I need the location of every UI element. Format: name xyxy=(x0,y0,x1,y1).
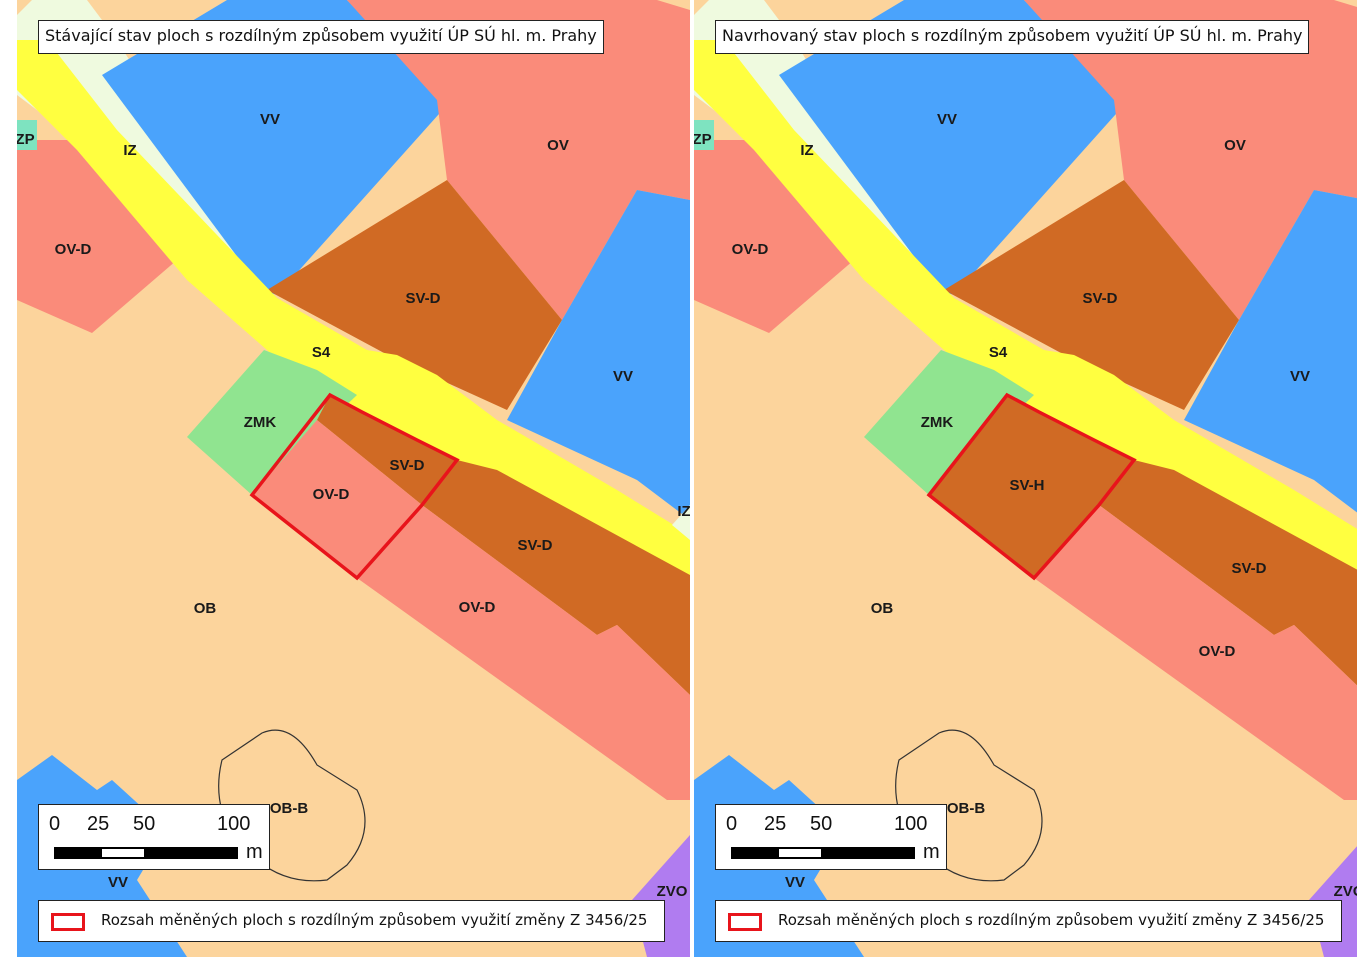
label-sv-d: SV-D xyxy=(1231,560,1266,577)
legend: Rozsah měněných ploch s rozdílným způsob… xyxy=(38,900,665,942)
label-vv: VV xyxy=(785,874,805,891)
label-zvo: ZVO xyxy=(1334,883,1357,900)
scale-bar: 0 25 50 100 m xyxy=(38,804,270,870)
label-ob: OB xyxy=(194,600,217,617)
label-zmk: ZMK xyxy=(921,414,954,431)
scale-unit: m xyxy=(923,841,940,864)
label-vv: VV xyxy=(108,874,128,891)
label-sv-d: SV-D xyxy=(405,290,440,307)
map-panel-existing: VV IZ ZP OV OV-D SV-D S4 VV ZMK SV-D OV-… xyxy=(17,0,690,957)
label-ob: OB xyxy=(871,600,894,617)
label-vv: VV xyxy=(937,111,957,128)
label-ov: OV xyxy=(1224,137,1246,154)
legend: Rozsah měněných ploch s rozdílným způsob… xyxy=(715,900,1342,942)
label-sv-d: SV-D xyxy=(517,537,552,554)
scale-tick-label: 50 xyxy=(133,813,155,836)
legend-text: Rozsah měněných ploch s rozdílným způsob… xyxy=(101,911,647,929)
label-s4: S4 xyxy=(312,344,331,361)
label-ov-d: OV-D xyxy=(1199,643,1236,660)
label-iz: IZ xyxy=(677,503,690,520)
scale-segment xyxy=(821,847,915,859)
label-zp: ZP xyxy=(17,131,35,148)
label-ov-d: OV-D xyxy=(459,599,496,616)
scale-tick-label: 0 xyxy=(726,813,737,836)
label-zp: ZP xyxy=(694,131,712,148)
label-vv: VV xyxy=(1290,368,1310,385)
scale-segment xyxy=(100,847,146,859)
label-sv-h: SV-H xyxy=(1009,477,1044,494)
scale-segment xyxy=(54,847,102,859)
label-ob-b: OB-B xyxy=(947,800,985,817)
label-ov-d: OV-D xyxy=(732,241,769,258)
legend-text: Rozsah měněných ploch s rozdílným způsob… xyxy=(778,911,1324,929)
legend-outline-swatch xyxy=(728,913,762,931)
scale-segment xyxy=(144,847,238,859)
map-title: Navrhovaný stav ploch s rozdílným způsob… xyxy=(715,20,1309,54)
scale-tick-label: 0 xyxy=(49,813,60,836)
scale-tick-label: 100 xyxy=(894,813,927,836)
label-zvo: ZVO xyxy=(657,883,688,900)
label-ov-d: OV-D xyxy=(313,486,350,503)
label-iz: IZ xyxy=(800,142,813,159)
label-sv-d: SV-D xyxy=(389,457,424,474)
label-ov-d: OV-D xyxy=(55,241,92,258)
label-ob-b: OB-B xyxy=(270,800,308,817)
label-vv: VV xyxy=(613,368,633,385)
scale-tick-label: 25 xyxy=(87,813,109,836)
label-ov: OV xyxy=(547,137,569,154)
scale-bar: 0 25 50 100 m xyxy=(715,804,947,870)
label-vv: VV xyxy=(260,111,280,128)
legend-outline-swatch xyxy=(51,913,85,931)
scale-tick-label: 50 xyxy=(810,813,832,836)
map-title: Stávající stav ploch s rozdílným způsobe… xyxy=(38,20,604,54)
label-s4: S4 xyxy=(989,344,1008,361)
scale-tick-label: 25 xyxy=(764,813,786,836)
label-zmk: ZMK xyxy=(244,414,277,431)
map-panel-proposed: VV IZ ZP OV OV-D SV-D S4 VV ZMK SV-H SV-… xyxy=(694,0,1357,957)
scale-segment xyxy=(777,847,823,859)
label-sv-d: SV-D xyxy=(1082,290,1117,307)
label-iz: IZ xyxy=(123,142,136,159)
scale-tick-label: 100 xyxy=(217,813,250,836)
scale-unit: m xyxy=(246,841,263,864)
scale-segment xyxy=(731,847,779,859)
